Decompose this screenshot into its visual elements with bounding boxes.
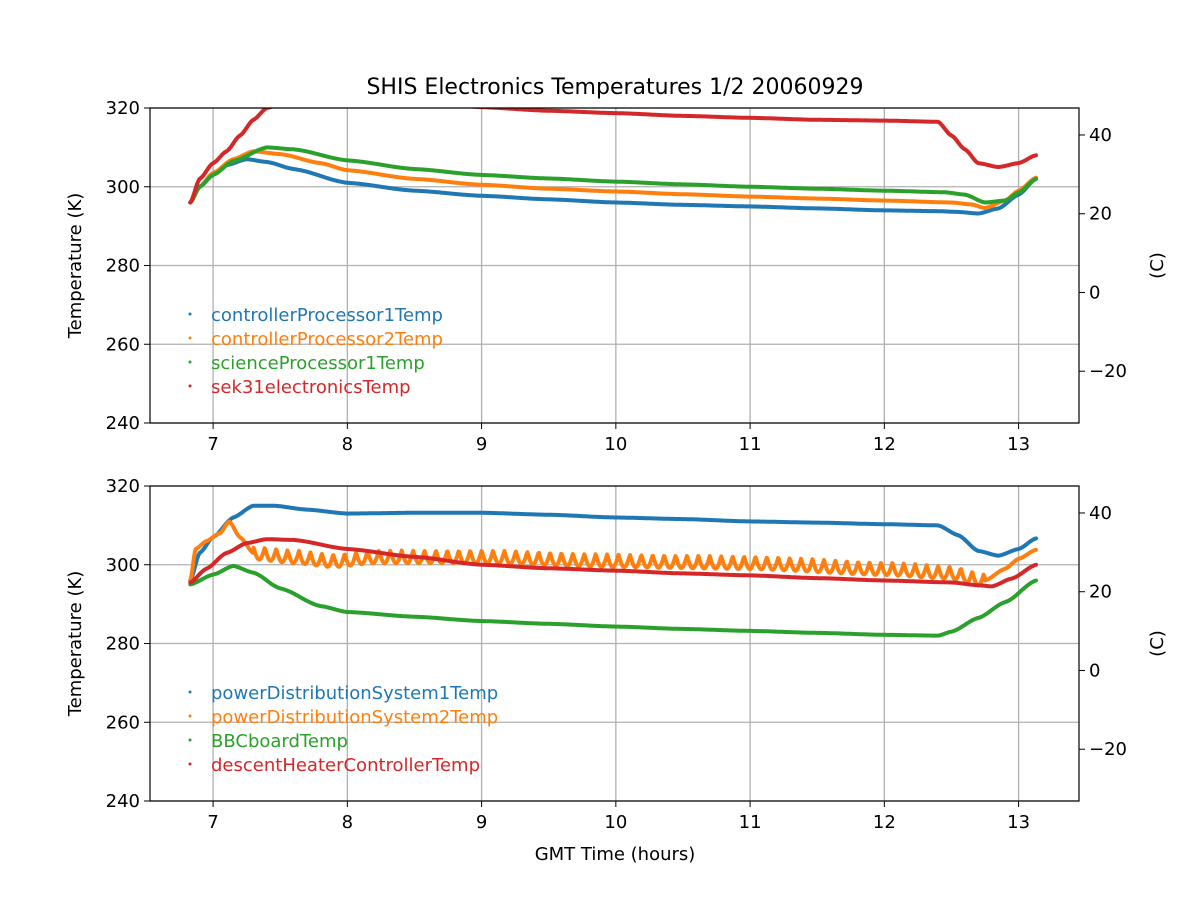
x-tick-label: 13 xyxy=(1007,812,1030,833)
y-right-tick-label: 0 xyxy=(1089,660,1100,681)
legend-label: powerDistributionSystem2Temp xyxy=(211,707,498,728)
legend-label: scienceProcessor1Temp xyxy=(211,353,425,374)
series-line-powerDistributionSystem2Temp xyxy=(188,519,1038,588)
legend-label: BBCboardTemp xyxy=(211,731,348,752)
y-tick-label: 240 xyxy=(106,791,140,812)
series-line-sek31electronicsTemp xyxy=(188,108,1038,205)
legend-label: controllerProcessor2Temp xyxy=(211,329,443,350)
x-tick-label: 7 xyxy=(207,434,218,455)
x-tick-label: 8 xyxy=(342,434,353,455)
x-tick-label: 10 xyxy=(604,434,627,455)
y-tick-label: 300 xyxy=(106,555,140,576)
legend-marker xyxy=(188,762,192,766)
series-line-controllerProcessor1Temp xyxy=(188,157,1038,216)
legend-marker xyxy=(188,312,192,316)
legend-marker xyxy=(188,738,192,742)
legend-marker xyxy=(188,690,192,694)
y-right-tick-label: −20 xyxy=(1089,361,1127,382)
y-right-tick-label: 0 xyxy=(1089,282,1100,303)
y-tick-label: 280 xyxy=(106,256,140,277)
y-tick-label: 260 xyxy=(106,334,140,355)
y-right-tick-label: −20 xyxy=(1089,739,1127,760)
series-line-descentHeaterControllerTemp xyxy=(188,537,1038,589)
legend-marker xyxy=(188,336,192,340)
x-tick-label: 11 xyxy=(739,812,762,833)
y-right-tick-label: 20 xyxy=(1089,204,1112,225)
legend: controllerProcessor1Temp controllerProces… xyxy=(188,305,443,398)
x-tick-label: 9 xyxy=(476,434,487,455)
panel-1: 7 8 9 10 11 12 13 240 260 280 300 320 −20 0 20 40 Temper… xyxy=(65,98,1168,455)
y-tick-label: 280 xyxy=(106,634,140,655)
series-line-powerDistributionSystem1Temp xyxy=(188,503,1038,583)
x-tick-label: 12 xyxy=(873,812,896,833)
legend-marker xyxy=(188,384,192,388)
y-axis-label: Temperature (K) xyxy=(65,571,86,718)
axes-frame xyxy=(149,485,1080,802)
x-tick-label: 13 xyxy=(1007,434,1030,455)
x-tick-label: 8 xyxy=(342,812,353,833)
series-line-scienceProcessor1Temp xyxy=(188,145,1038,205)
chart-title: SHIS Electronics Temperatures 1/2 200609… xyxy=(366,75,863,100)
series-line-BBCboardTemp xyxy=(188,563,1038,638)
x-axis-label: GMT Time (hours) xyxy=(535,844,696,865)
legend-label: controllerProcessor1Temp xyxy=(211,305,443,326)
y-right-axis-label: (C) xyxy=(1147,630,1168,657)
legend-label: powerDistributionSystem1Temp xyxy=(211,683,498,704)
y-tick-label: 260 xyxy=(106,712,140,733)
y-right-tick-label: 20 xyxy=(1089,582,1112,603)
y-tick-label: 300 xyxy=(106,177,140,198)
series-group xyxy=(188,108,1038,216)
y-right-tick-label: 40 xyxy=(1089,125,1112,146)
y-tick-label: 240 xyxy=(106,413,140,434)
legend-label: sek31electronicsTemp xyxy=(211,377,411,398)
x-tick-label: 7 xyxy=(207,812,218,833)
legend-label: descentHeaterControllerTemp xyxy=(211,755,480,776)
series-line-controllerProcessor2Temp xyxy=(188,149,1038,210)
x-tick-label: 9 xyxy=(476,812,487,833)
panel-2: 7 8 9 10 11 12 13 240 260 280 300 320 −20 0 20 40 Temper… xyxy=(65,476,1168,833)
legend-marker xyxy=(188,714,192,718)
y-tick-label: 320 xyxy=(106,476,140,497)
y-axis-label: Temperature (K) xyxy=(65,193,86,340)
y-right-tick-label: 40 xyxy=(1089,503,1112,524)
x-tick-label: 12 xyxy=(873,434,896,455)
y-right-axis-label: (C) xyxy=(1147,252,1168,279)
axes-frame xyxy=(149,107,1080,424)
legend-marker xyxy=(188,360,192,364)
x-tick-label: 10 xyxy=(604,812,627,833)
legend: powerDistributionSystem1Temp powerDistrib… xyxy=(188,683,498,776)
x-tick-label: 11 xyxy=(739,434,762,455)
y-tick-label: 320 xyxy=(106,98,140,119)
series-group xyxy=(188,503,1038,638)
